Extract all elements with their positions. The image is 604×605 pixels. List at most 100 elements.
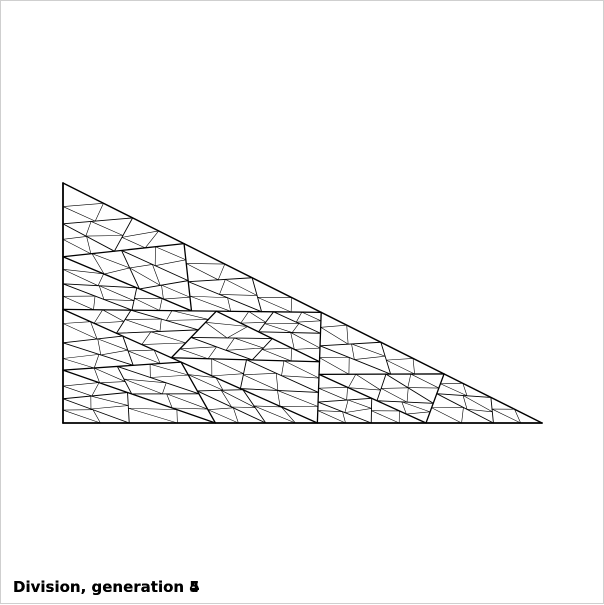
- subdivision-edge: [432, 408, 462, 423]
- subdivision-edge: [142, 343, 186, 345]
- subdivision-edge: [180, 347, 217, 349]
- subdivision-edge: [162, 285, 164, 299]
- subdivision-edge: [319, 374, 426, 423]
- subdivision-edge: [491, 397, 494, 423]
- subdivision-lines: [63, 183, 542, 423]
- subdivision-edge: [381, 388, 408, 389]
- subdivision-edge: [63, 239, 91, 253]
- subdivision-edge: [291, 348, 292, 361]
- subdivision-edge: [386, 360, 414, 374]
- subdivision-edge: [104, 268, 129, 274]
- subdivision-edge: [63, 386, 92, 396]
- subdivision-edge: [94, 321, 124, 323]
- subdivision-edge: [162, 383, 166, 394]
- subdivision-edge: [63, 309, 317, 423]
- subdivision-edge: [128, 408, 177, 423]
- subdivision-edge: [243, 375, 278, 391]
- triangle-edge: [63, 183, 542, 423]
- subdivision-edge: [294, 348, 320, 349]
- subdivision-edge: [91, 396, 128, 405]
- subdivision-edge: [208, 408, 233, 410]
- subdivision-edge: [98, 274, 104, 286]
- subdivision-edge: [128, 350, 154, 351]
- subdivision-edge: [130, 268, 161, 285]
- subdivision-edge: [377, 374, 386, 401]
- subdivision-edge: [319, 388, 347, 400]
- subdivision-edge: [172, 408, 207, 409]
- subdivision-edge: [258, 297, 292, 312]
- subdivision-edge: [130, 264, 153, 268]
- subdivision-edge: [356, 374, 381, 390]
- subdivision-edge: [180, 349, 208, 359]
- subdivision-edge: [63, 269, 98, 285]
- subdivision-edge: [208, 347, 217, 359]
- subdivision-edge: [318, 398, 372, 402]
- subdivision-edge: [226, 348, 263, 350]
- caption: Division, generation 5 Division, generat…: [13, 578, 200, 596]
- subdivision-edge: [347, 325, 348, 344]
- subdivision-edge: [249, 312, 266, 323]
- subdivision-edge: [94, 354, 99, 368]
- subdivision-edge: [160, 298, 163, 310]
- subdivision-edge: [155, 247, 185, 260]
- subdivision-edge: [124, 379, 162, 394]
- subdivision-edge: [234, 338, 263, 348]
- subdivision-edge: [348, 400, 371, 408]
- subdivision-edge: [206, 322, 228, 338]
- subdivision-edge: [101, 350, 128, 355]
- subdivision-edge: [321, 325, 347, 327]
- subdivision-edge: [492, 409, 521, 423]
- subdivision-edge: [190, 296, 231, 311]
- subdivision-edge: [63, 399, 129, 423]
- subdivision-edge: [320, 346, 391, 374]
- subdivision-edge: [228, 298, 231, 312]
- subdivision-edge: [352, 344, 355, 360]
- subdivision-edge: [142, 332, 151, 345]
- subdivision-edge: [171, 358, 319, 362]
- subdivision-edge: [282, 376, 319, 378]
- subdivision-edge: [462, 407, 464, 423]
- subdivision-edge: [63, 383, 99, 386]
- subdivision-edge: [122, 250, 189, 280]
- subdivision-edge: [241, 312, 249, 324]
- subdivision-edge: [128, 408, 176, 409]
- subdivision-edge: [320, 358, 349, 375]
- subdivision-edge: [95, 203, 103, 221]
- subdivision-edge: [163, 297, 190, 299]
- subdivision-edge: [63, 393, 128, 399]
- subdivision-edge: [240, 389, 318, 393]
- subdivision-edge: [252, 278, 261, 312]
- subdivision-edge: [98, 339, 101, 355]
- subdivision-edge: [191, 337, 272, 338]
- subdivision-edge: [63, 410, 100, 423]
- subdivision-edge: [139, 281, 188, 289]
- subdivision-edge: [208, 410, 239, 423]
- subdivision-edge: [408, 374, 411, 388]
- subdivision-edge: [291, 333, 320, 348]
- subdivision-edge: [103, 310, 124, 322]
- subdivision-edge: [343, 412, 346, 423]
- subdivision-edge: [254, 406, 281, 407]
- subdivision-edge: [160, 319, 161, 331]
- subdivision-edge: [284, 361, 319, 378]
- subdivision-edge: [347, 387, 348, 400]
- subdivision-edge: [186, 263, 218, 279]
- subdivision-edge: [177, 410, 178, 423]
- subdivision-edge: [282, 361, 284, 376]
- subdivision-edge: [63, 296, 94, 309]
- subdivision-edge: [232, 407, 256, 408]
- subdivision-edge: [247, 360, 319, 393]
- subdivision-edge: [181, 362, 215, 423]
- subdivision-edge: [166, 319, 208, 320]
- subdivision-edge: [219, 279, 225, 294]
- subdivision-edge: [94, 368, 125, 382]
- subdivision-edge: [86, 236, 123, 237]
- subdivision-edge: [413, 358, 415, 374]
- subdivision-edge: [91, 405, 128, 409]
- subdivision-edge: [262, 349, 291, 361]
- subdivision-edge: [128, 393, 130, 424]
- subdivision-edge: [114, 218, 132, 251]
- subdivision-edge: [406, 412, 430, 414]
- subdivision-edge: [91, 221, 123, 235]
